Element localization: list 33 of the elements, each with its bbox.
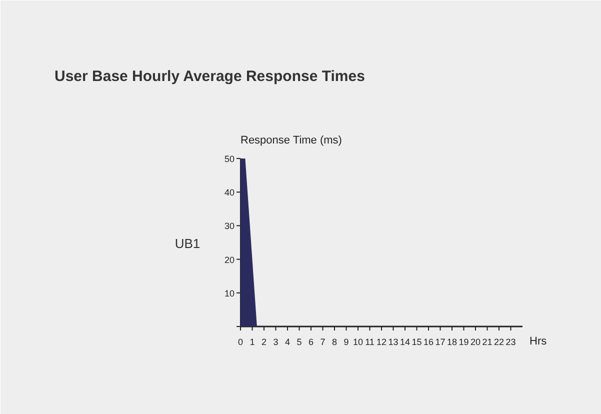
y-axis-title: UB1	[174, 236, 200, 251]
y-tick-label: 30	[224, 221, 235, 232]
x-tick-label: 3	[273, 337, 278, 347]
x-tick-label: 23	[506, 337, 516, 347]
x-tick-label: 19	[458, 337, 469, 347]
text: Response Time (ms)	[240, 134, 342, 146]
x-tick-label: 16	[423, 337, 434, 347]
x-tick-label: 17	[435, 337, 446, 347]
x-tick-label: 21	[482, 337, 492, 347]
x-tick-label: 0	[238, 337, 244, 347]
x-tick-label: 2	[261, 337, 267, 347]
x-tick-label: 12	[376, 337, 387, 347]
x-tick-label: 10	[352, 337, 364, 347]
x-tick-label: 13	[388, 337, 398, 347]
x-tick-label: 14	[400, 337, 410, 347]
x-tick-label: 11	[365, 337, 374, 347]
x-tick-label: 20	[470, 337, 481, 347]
x-tick-label: 6	[308, 337, 314, 347]
x-tick-label: 1	[250, 337, 255, 347]
x-tick-label: 4	[284, 337, 290, 347]
x-tick-label: 22	[494, 337, 504, 347]
x-tick-label: 18	[446, 337, 458, 347]
y-tick-label: 10	[224, 288, 235, 298]
x-tick-label: 9	[344, 337, 349, 347]
x-tick-label: 8	[332, 337, 338, 347]
x-tick-label: 7	[320, 337, 326, 347]
y-tick-label: 40	[224, 188, 235, 198]
x-tick-label: 15	[412, 337, 422, 347]
x-tick-label: 5	[296, 337, 302, 347]
y-tick-label: 20	[224, 254, 235, 265]
y-tick-label: 50	[224, 154, 235, 164]
chart-title: User Base Hourly Average Response Times	[54, 68, 365, 85]
x-axis-title: Hrs	[530, 336, 548, 348]
